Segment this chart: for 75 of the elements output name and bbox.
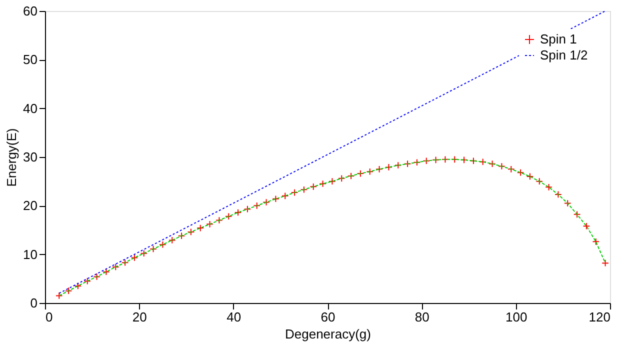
point <box>328 178 336 185</box>
point <box>224 212 232 220</box>
point <box>253 202 261 210</box>
point <box>281 192 289 200</box>
point <box>121 258 129 266</box>
point <box>178 232 186 240</box>
point <box>140 250 148 258</box>
x-tick-label: 120 <box>588 310 610 324</box>
point <box>272 195 280 203</box>
point <box>582 222 590 230</box>
point <box>74 282 82 290</box>
point <box>319 180 326 188</box>
point <box>356 170 364 178</box>
x-tick-label: 100 <box>505 310 528 324</box>
point <box>159 240 166 248</box>
point <box>84 277 92 285</box>
point <box>187 228 195 236</box>
point <box>55 292 63 300</box>
point <box>507 166 515 173</box>
point <box>310 183 318 190</box>
x-tick-label: 20 <box>132 310 147 324</box>
x-tick-label: 80 <box>414 310 430 324</box>
y-tick-label: 10 <box>23 246 38 262</box>
point <box>554 190 562 198</box>
point <box>168 236 176 244</box>
point <box>498 162 506 170</box>
point <box>394 162 402 169</box>
point <box>488 160 496 168</box>
point <box>376 166 383 173</box>
point <box>385 164 392 171</box>
point <box>432 156 440 164</box>
y-tick-label: 0 <box>30 296 38 310</box>
legend-label: Spin 1 <box>540 32 577 46</box>
point <box>516 168 524 176</box>
point <box>564 200 572 207</box>
point <box>404 160 412 168</box>
point <box>130 254 138 262</box>
legend-label: Spin 1/2 <box>540 48 588 62</box>
line-series <box>58 158 606 296</box>
point <box>347 172 355 180</box>
point <box>442 156 449 164</box>
y-tick-label: 40 <box>23 100 38 116</box>
point <box>102 268 110 276</box>
point <box>526 172 534 180</box>
y-tick-label: 30 <box>23 150 38 164</box>
y-tick-label: 60 <box>23 4 38 18</box>
point <box>366 168 374 176</box>
point <box>93 273 100 280</box>
point <box>338 174 346 182</box>
point <box>206 220 214 228</box>
x-tick-label: 40 <box>226 310 242 324</box>
x-tick-label: 60 <box>320 310 336 324</box>
y-axis-title: Energy(E) <box>4 128 20 187</box>
y-tick-label: 20 <box>23 198 38 214</box>
point <box>244 205 252 213</box>
point <box>290 188 298 196</box>
point <box>216 216 223 224</box>
point <box>413 158 421 166</box>
point <box>150 245 157 253</box>
point <box>262 198 270 206</box>
point <box>112 263 120 271</box>
point <box>422 157 430 165</box>
y-tick-label: 50 <box>23 52 38 68</box>
x-tick-label: 0 <box>46 310 53 324</box>
point <box>196 224 204 232</box>
point <box>234 208 242 216</box>
point <box>300 186 308 194</box>
point <box>545 184 552 191</box>
point <box>602 259 609 267</box>
point <box>64 287 72 294</box>
point <box>573 210 581 218</box>
point <box>536 178 544 185</box>
point <box>592 238 600 246</box>
point <box>479 158 487 166</box>
x-axis-title: Degeneracy(g) <box>285 326 371 342</box>
